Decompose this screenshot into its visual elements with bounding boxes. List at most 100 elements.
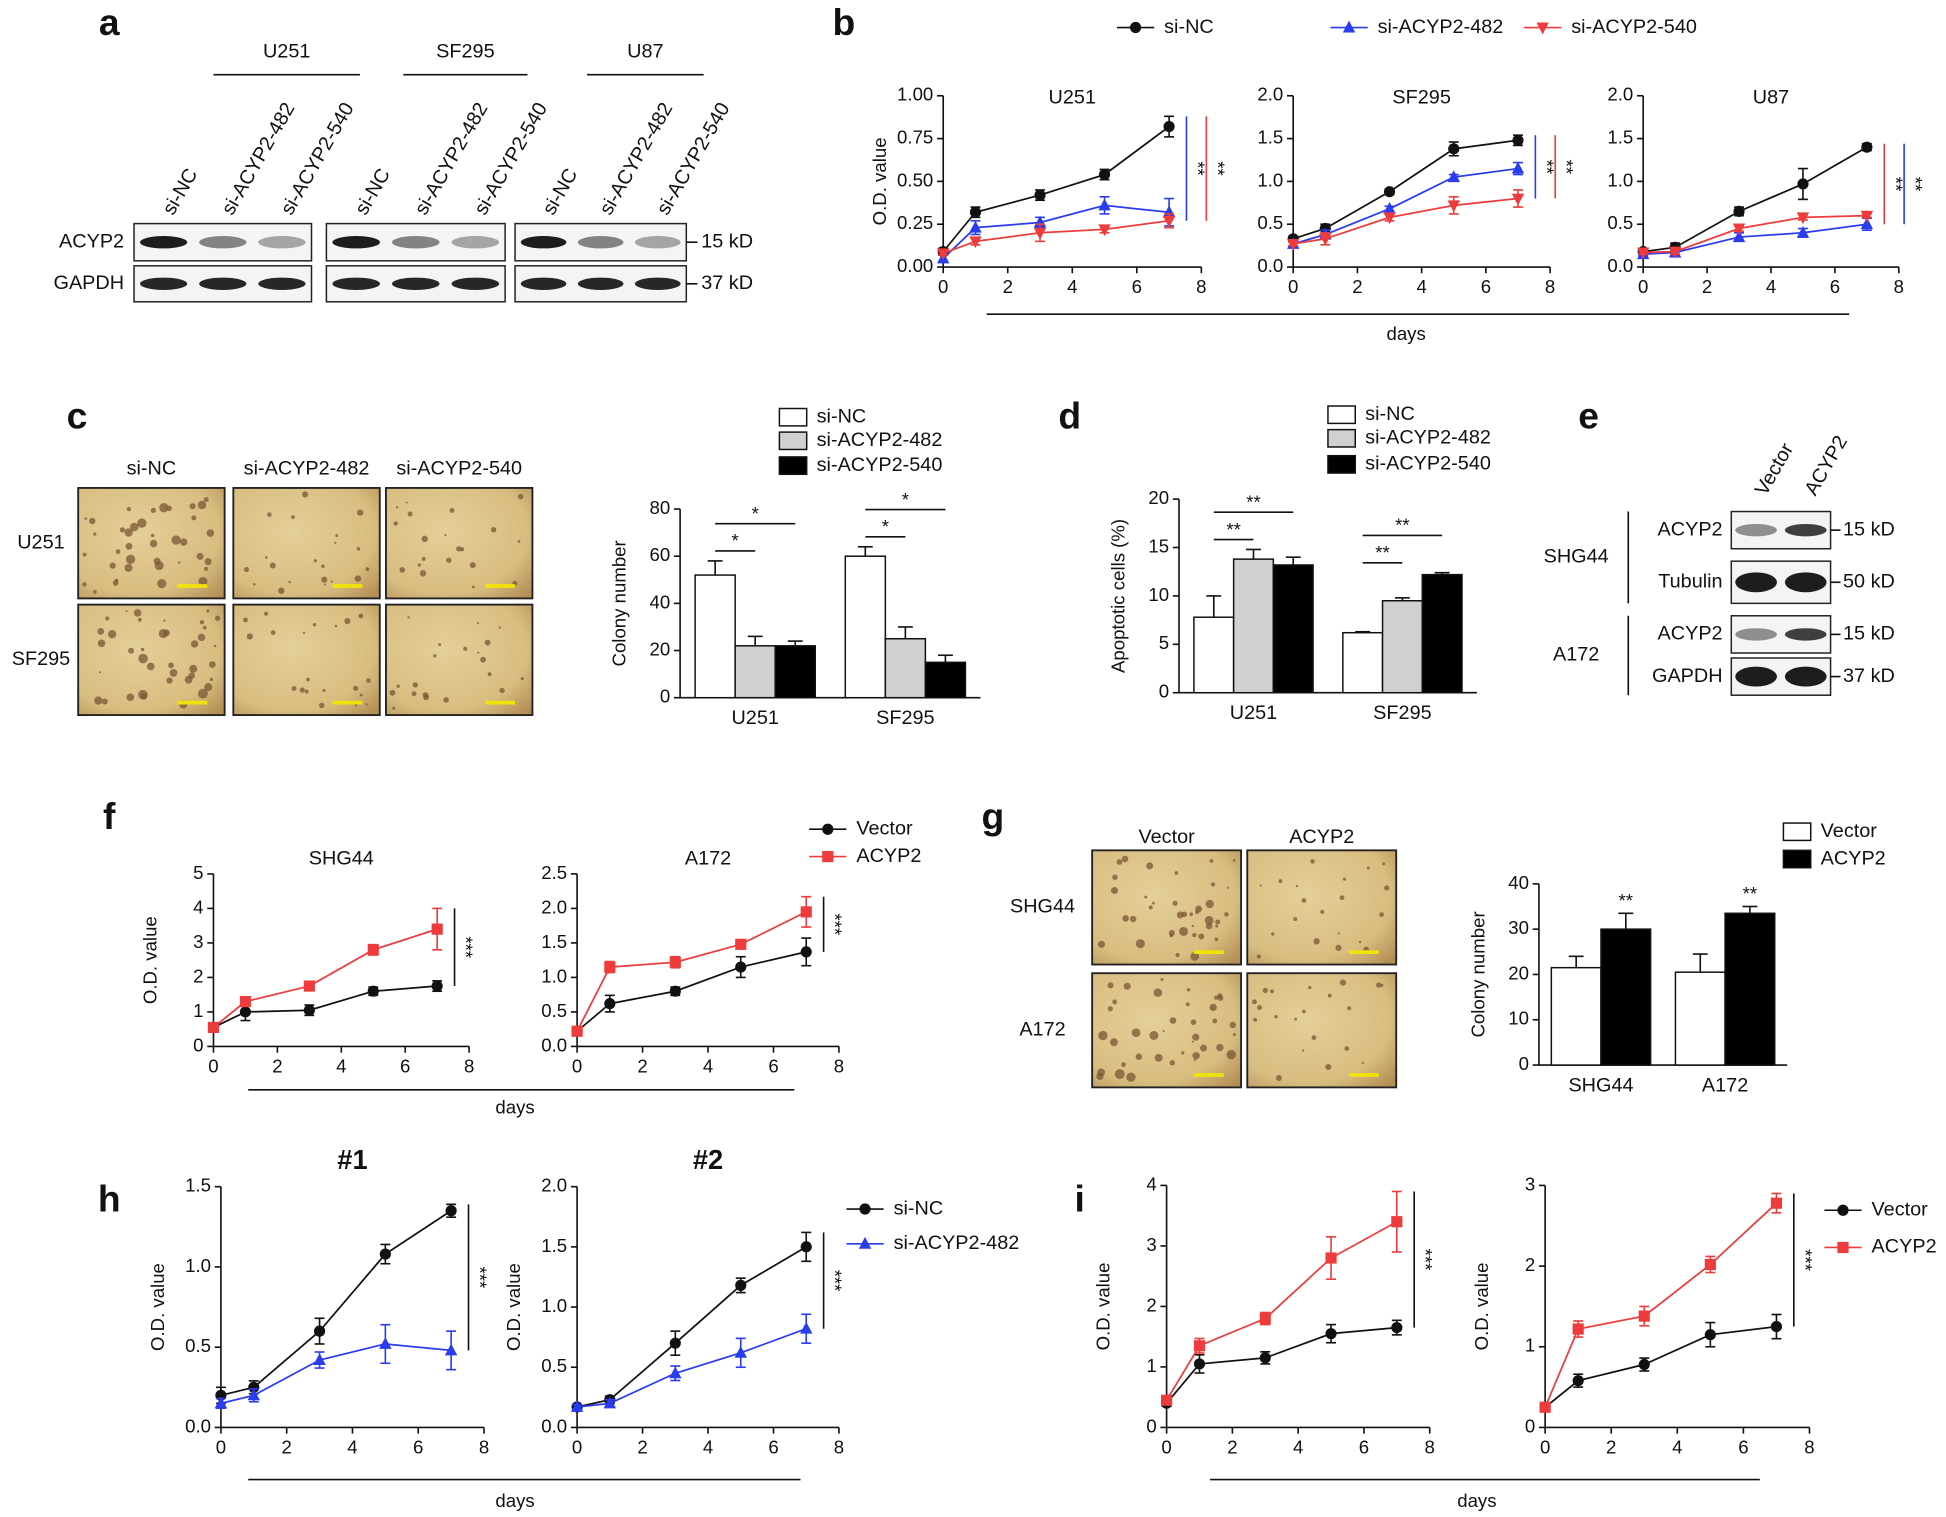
y-tick-label: 0.25 <box>897 212 933 233</box>
y-tick-label: 15 <box>1148 535 1169 556</box>
colony <box>1337 932 1340 935</box>
point <box>1319 233 1332 246</box>
colony <box>353 685 359 691</box>
colony <box>1205 922 1213 930</box>
colony <box>323 583 326 586</box>
colony <box>1232 858 1236 862</box>
colony <box>137 617 142 622</box>
colony <box>1210 882 1216 887</box>
colony <box>246 633 253 640</box>
legend-label: si-NC <box>1164 16 1214 38</box>
legend-marker <box>822 823 834 835</box>
colony <box>1384 885 1390 891</box>
colony <box>125 554 136 564</box>
colony <box>1382 862 1386 866</box>
colony <box>191 515 197 521</box>
colony <box>1146 862 1154 870</box>
colony <box>421 556 426 561</box>
colony <box>1198 933 1205 940</box>
colony <box>1190 1019 1197 1026</box>
x-axis-label: days <box>495 1096 534 1117</box>
colony <box>124 528 133 537</box>
micrograph <box>385 487 534 600</box>
legend-marker <box>1837 1204 1849 1216</box>
colony <box>412 682 419 688</box>
significance-label: ** <box>1885 177 1906 191</box>
colony <box>321 564 325 568</box>
point <box>1732 223 1746 236</box>
legend-marker <box>859 1203 871 1215</box>
colony <box>1278 879 1283 884</box>
legend-label: si-NC <box>817 405 867 427</box>
row-label: GAPDH <box>1652 665 1723 687</box>
significance-label: *** <box>470 1266 491 1288</box>
bar <box>1232 558 1275 694</box>
x-tick-label: 6 <box>1132 276 1142 297</box>
point <box>1572 1375 1584 1387</box>
y-tick-label: 1 <box>193 1000 203 1021</box>
colony <box>366 678 371 683</box>
facet-title: #1 <box>337 1144 367 1175</box>
colony <box>209 661 216 668</box>
colony <box>209 677 214 682</box>
y-tick-label: 0.0 <box>541 1034 567 1055</box>
colony <box>264 556 268 559</box>
point <box>735 938 747 950</box>
y-tick-label: 0.50 <box>897 169 933 190</box>
y-tick-label: 0.0 <box>185 1415 211 1436</box>
point <box>445 1205 457 1217</box>
colony <box>1204 915 1214 925</box>
y-tick-label: 1.00 <box>897 84 933 105</box>
point <box>800 1241 812 1253</box>
colony <box>1114 1069 1125 1080</box>
colony <box>196 552 204 560</box>
point <box>303 1004 315 1016</box>
y-tick-label: 0 <box>193 1034 203 1055</box>
panel-label: a <box>99 1 120 43</box>
colony <box>197 500 207 510</box>
significance-label: * <box>752 503 759 524</box>
colony <box>197 633 206 642</box>
y-tick-label: 0.00 <box>897 255 933 276</box>
colony <box>1135 939 1145 949</box>
point <box>313 1353 326 1365</box>
colony <box>204 683 213 692</box>
colony <box>330 580 333 583</box>
colony <box>1339 979 1347 986</box>
x-tick-label: 2 <box>1227 1436 1237 1457</box>
x-tick-label: 6 <box>1481 276 1491 297</box>
colony <box>1339 895 1345 901</box>
colony <box>163 629 170 637</box>
x-tick-label: 8 <box>834 1055 844 1076</box>
colony <box>202 625 207 630</box>
colony <box>1123 982 1131 990</box>
y-tick-label: 1.5 <box>185 1175 211 1196</box>
colony <box>1214 937 1219 942</box>
colony <box>419 570 427 577</box>
colony <box>253 582 256 586</box>
x-tick-label: 2 <box>272 1055 282 1076</box>
colony <box>433 654 437 658</box>
colony <box>1293 917 1298 922</box>
colony <box>150 533 155 538</box>
legend-marker <box>822 850 834 863</box>
size-marker: 37 kD <box>1843 665 1895 687</box>
x-tick-label: 2 <box>1003 276 1013 297</box>
colony <box>243 567 250 573</box>
point <box>303 980 315 992</box>
legend-label: Vector <box>1821 820 1878 842</box>
panel-label: f <box>103 795 116 837</box>
colony <box>1121 855 1129 863</box>
colony <box>463 646 468 651</box>
significance-label: ** <box>1375 542 1389 563</box>
colony <box>1175 952 1180 958</box>
point <box>1704 1258 1716 1271</box>
significance-label: ** <box>1187 161 1208 175</box>
point <box>1383 201 1396 214</box>
colony <box>125 610 128 613</box>
facet-title: U251 <box>1049 87 1096 109</box>
blot-band <box>332 236 381 249</box>
point <box>1638 1358 1650 1371</box>
colony <box>1199 1044 1207 1052</box>
colony <box>189 503 196 510</box>
